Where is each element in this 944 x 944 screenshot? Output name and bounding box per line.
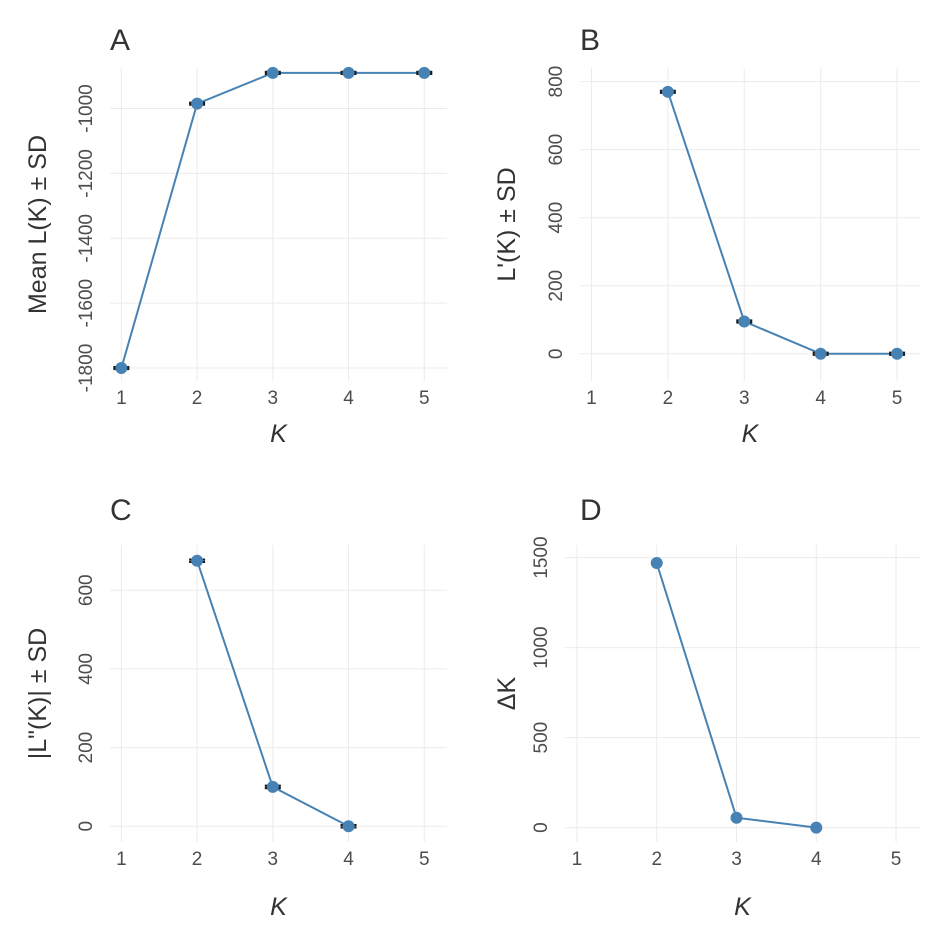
data-point: [115, 362, 128, 375]
data-point: [191, 554, 204, 567]
panel-letter: A: [110, 24, 130, 57]
data-point: [650, 557, 663, 569]
x-axis-title: K: [734, 893, 752, 921]
panel-letter: C: [110, 494, 132, 527]
data-point: [266, 66, 279, 79]
x-tick-label: 3: [268, 388, 279, 409]
x-tick-label: 3: [731, 849, 742, 870]
y-tick-label: 600: [546, 134, 567, 166]
data-point: [418, 66, 431, 79]
y-tick-label: 200: [546, 270, 567, 302]
y-tick-label: 500: [531, 722, 552, 754]
y-tick-label: 0: [76, 821, 97, 832]
x-tick-label: 5: [419, 849, 430, 870]
y-tick-label: 1500: [531, 536, 552, 578]
data-point: [730, 811, 743, 824]
data-point: [891, 347, 904, 360]
x-axis-title: K: [742, 420, 760, 448]
x-tick-label: 4: [811, 849, 822, 870]
x-tick-label: 3: [268, 849, 279, 870]
panel-b: 1 2 3 4 5 0 200 400 600 800 K L'(K) ± SD B: [493, 24, 920, 448]
y-tick-label: -1600: [76, 279, 97, 328]
x-axis-title: K: [270, 893, 288, 921]
x-tick-label: 5: [891, 849, 902, 870]
x-tick-label: 1: [116, 388, 127, 409]
y-axis-title: Mean L(K) ± SD: [24, 135, 52, 314]
panel-a: 1 2 3 4 5 -1800 -1600 -1400 -1200 -1000 K Mean L(K)…: [24, 24, 447, 448]
data-point: [191, 97, 204, 110]
x-tick-label: 1: [116, 849, 127, 870]
data-point: [661, 85, 674, 98]
data-point: [814, 347, 827, 360]
y-tick-label: 600: [76, 574, 97, 606]
y-tick-label: -1400: [76, 214, 97, 263]
y-tick-label: -1000: [76, 84, 97, 133]
series-line: [666, 91, 898, 355]
y-tick-label: 400: [546, 202, 567, 234]
x-tick-label: 4: [343, 388, 354, 409]
x-axis-title: K: [270, 420, 288, 448]
x-tick-label: 2: [192, 388, 203, 409]
panel-letter: B: [580, 24, 600, 57]
data-point: [342, 820, 355, 833]
panel-letter: D: [580, 494, 602, 527]
y-tick-label: 1000: [531, 626, 552, 668]
panel-d: 1 2 3 4 5 0 500 1000 1500 K ΔK D: [493, 494, 920, 921]
data-point: [342, 66, 355, 79]
y-tick-label: 0: [531, 822, 552, 833]
x-tick-label: 4: [343, 849, 354, 870]
data-point: [738, 315, 751, 328]
x-tick-label: 2: [663, 388, 674, 409]
x-tick-label: 4: [815, 388, 826, 409]
y-tick-label: -1800: [76, 344, 97, 393]
x-tick-label: 2: [192, 849, 203, 870]
x-tick-label: 1: [572, 849, 583, 870]
x-tick-label: 5: [419, 388, 430, 409]
y-tick-label: 400: [76, 653, 97, 685]
y-axis-title: ΔK: [493, 676, 521, 710]
data-point: [266, 780, 279, 793]
x-tick-label: 5: [892, 388, 903, 409]
y-axis-title: L'(K) ± SD: [493, 167, 521, 281]
y-tick-label: -1200: [76, 149, 97, 198]
panel-c: 1 2 3 4 5 0 200 400 600 K |L"(K)| ± SD C: [24, 494, 447, 921]
y-tick-label: 200: [76, 732, 97, 764]
y-tick-label: 0: [546, 348, 567, 359]
x-tick-label: 2: [651, 849, 662, 870]
x-tick-label: 1: [586, 388, 597, 409]
y-axis-title: |L"(K)| ± SD: [24, 628, 52, 759]
data-point: [810, 821, 823, 834]
y-tick-label: 800: [546, 66, 567, 98]
x-tick-label: 3: [739, 388, 750, 409]
